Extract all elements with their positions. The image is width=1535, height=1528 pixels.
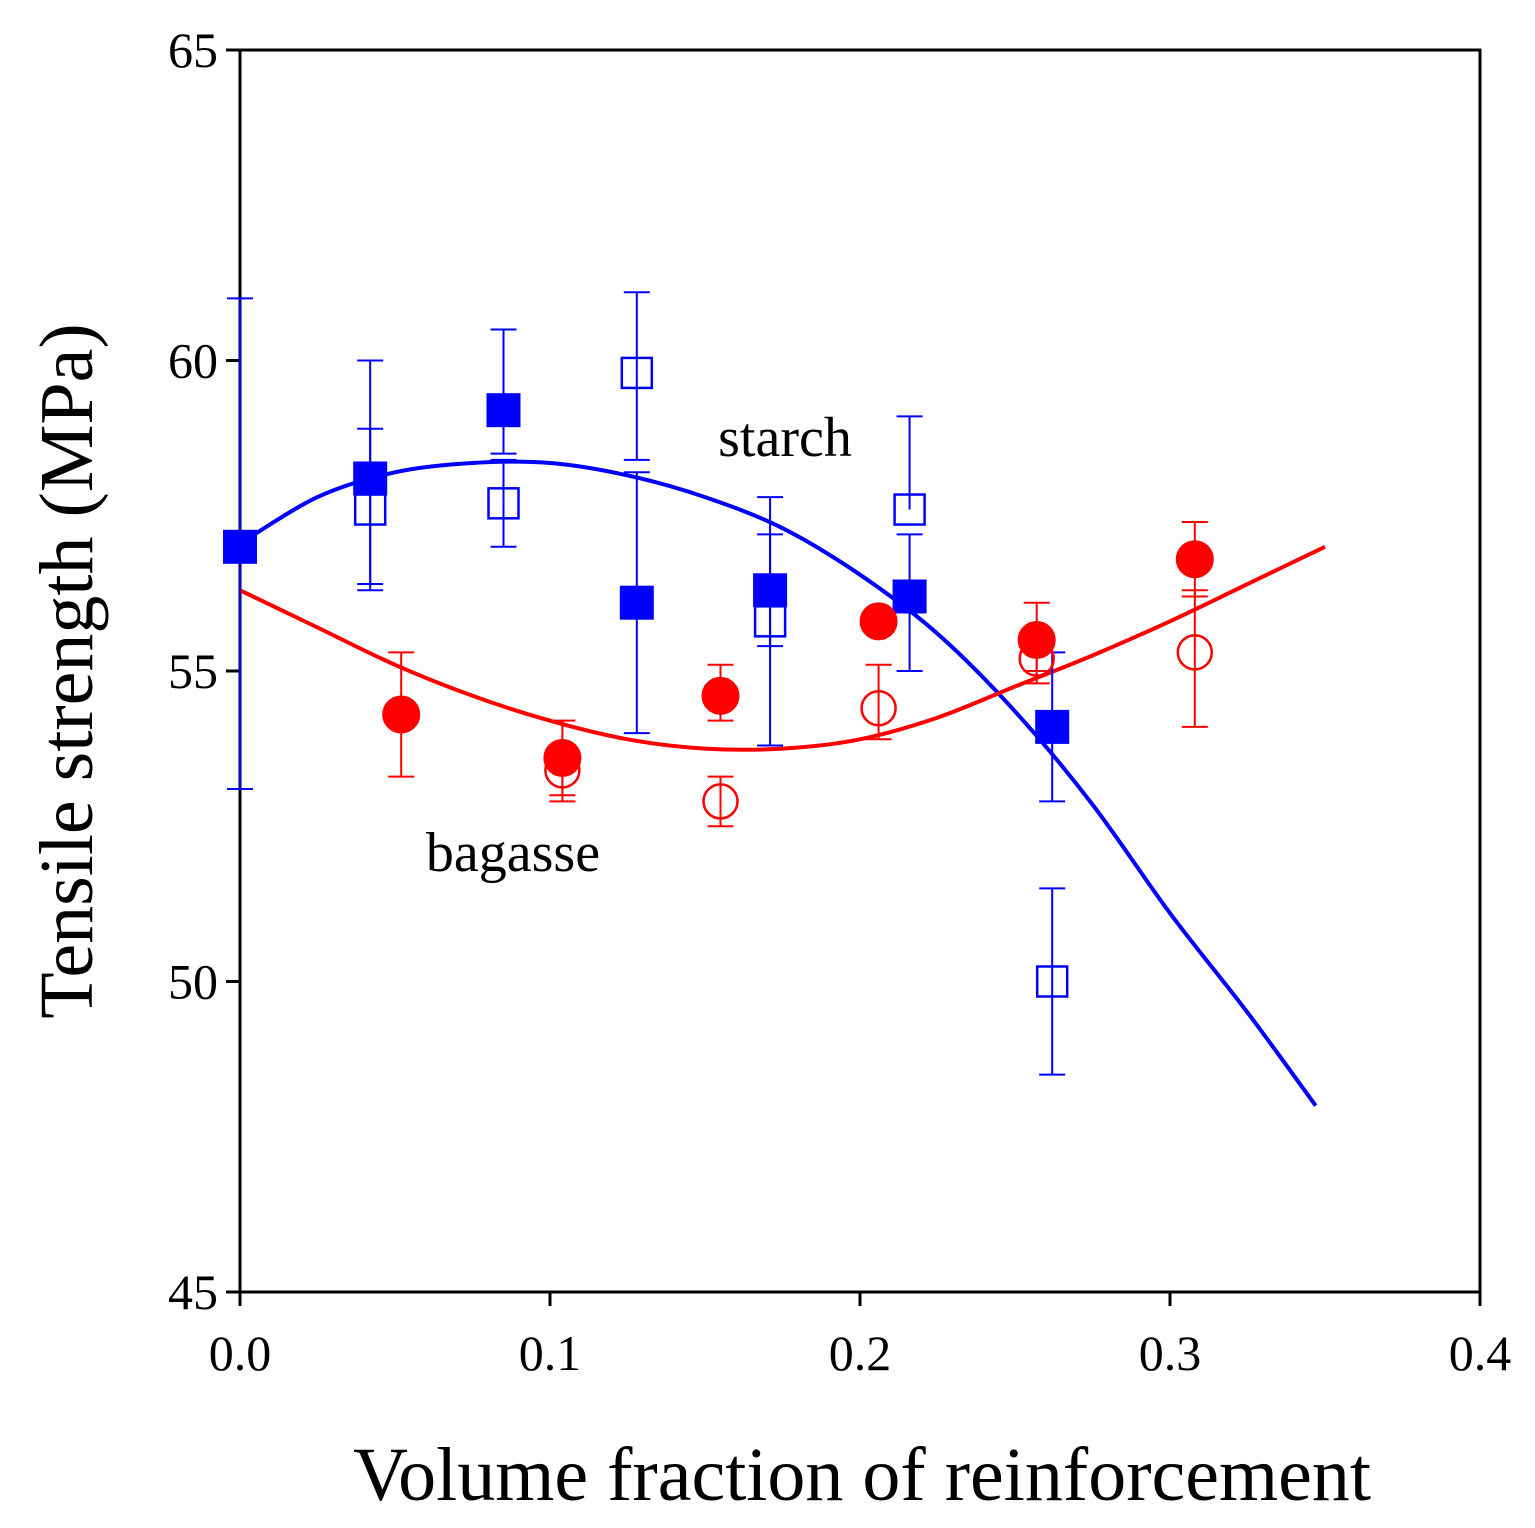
starch-filled-point xyxy=(1035,709,1070,744)
bagasse-fit-line xyxy=(239,544,1326,752)
error-bars xyxy=(227,291,1208,1076)
bagasse-filled-point xyxy=(382,695,421,734)
starch-open-point xyxy=(487,487,520,520)
starch-fit-line xyxy=(238,459,1318,1107)
bagasse-filled-point xyxy=(859,602,898,641)
y-tick-label: 65 xyxy=(168,22,218,78)
data-markers xyxy=(223,356,1214,998)
x-axis-title: Volume fraction of reinforcement xyxy=(353,1433,1371,1517)
starch-filled-point xyxy=(753,573,788,608)
bagasse-open-point xyxy=(702,783,739,820)
starch-open-point xyxy=(1035,965,1069,998)
bagasse-open-point xyxy=(1176,634,1214,671)
starch-open-point xyxy=(753,605,787,638)
starch-open-point xyxy=(893,493,926,526)
y-axis-ticks: 45 50 55 60 65 xyxy=(168,22,240,1320)
y-axis-title: Tensile strength (MPa) xyxy=(25,323,109,1018)
starch-filled-point xyxy=(486,393,521,428)
starch-open-point xyxy=(353,493,387,526)
x-tick-label: 0.2 xyxy=(829,1325,892,1381)
plot-frame xyxy=(238,48,1482,1294)
bagasse-filled-point xyxy=(543,738,582,777)
starch-open-point xyxy=(620,356,654,390)
bagasse-open-point xyxy=(860,690,897,727)
starch-filled-point xyxy=(353,461,388,496)
starch-filled-point xyxy=(223,529,257,564)
x-tick-label: 0.4 xyxy=(1449,1325,1512,1381)
y-tick-label: 50 xyxy=(168,954,218,1010)
x-tick-label: 0.1 xyxy=(519,1325,582,1381)
starch-filled-point xyxy=(892,579,927,614)
fit-curves xyxy=(238,459,1326,1107)
starch-filled-point xyxy=(619,585,654,620)
bagasse-filled-point xyxy=(701,676,740,715)
x-axis-ticks: 0.0 0.1 0.2 0.3 0.4 xyxy=(209,1292,1512,1381)
annotation-bagasse: bagasse xyxy=(426,822,600,884)
bagasse-filled-point xyxy=(1175,540,1214,579)
x-tick-label: 0.0 xyxy=(209,1325,272,1381)
bagasse-filled-point xyxy=(1017,620,1056,659)
y-tick-label: 45 xyxy=(168,1264,218,1320)
annotation-starch: starch xyxy=(718,407,852,469)
y-tick-label: 60 xyxy=(168,333,218,389)
x-tick-label: 0.3 xyxy=(1139,1325,1202,1381)
y-tick-label: 55 xyxy=(168,643,218,699)
